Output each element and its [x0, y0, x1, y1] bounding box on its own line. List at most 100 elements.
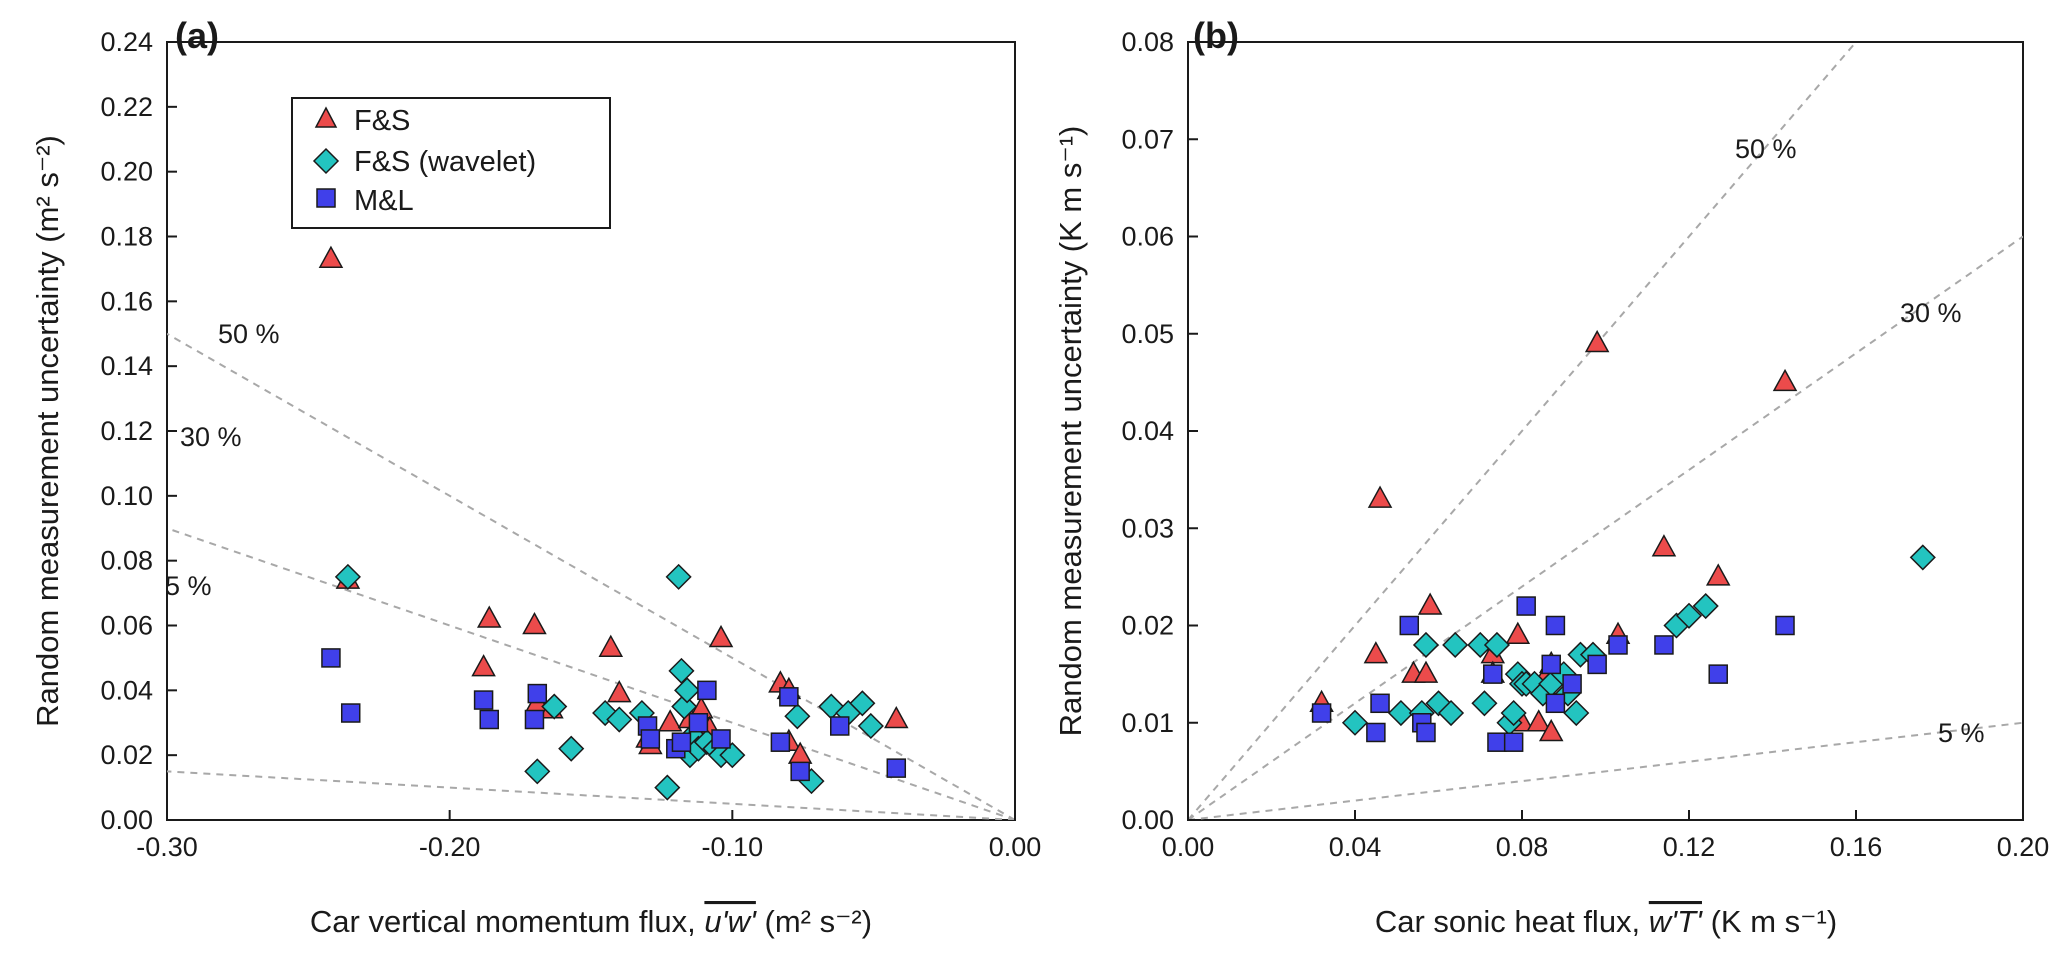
fs-wavelet-marker — [334, 563, 361, 590]
ml-marker — [524, 709, 545, 730]
y-tick-label: 0.02 — [100, 740, 153, 770]
y-tick-label: 0.24 — [100, 27, 153, 57]
ml-marker — [1545, 693, 1566, 714]
fs-marker — [476, 605, 502, 628]
y-tick-label: 0.02 — [1121, 611, 1174, 641]
ml-marker — [1311, 703, 1332, 723]
data-markers — [318, 245, 909, 801]
reference-line-label: 5 % — [1938, 718, 1985, 748]
reference-line-label: 30 % — [1900, 298, 1962, 328]
y-tick-label: 0.22 — [100, 92, 153, 122]
reference-line-5pct — [1188, 721, 2023, 820]
fs-wavelet-marker — [1442, 631, 1469, 659]
ml-marker — [1608, 635, 1628, 655]
fs-wavelet-marker — [784, 703, 811, 730]
x-tick-label: 0.00 — [989, 832, 1042, 862]
y-tick-label: 0.08 — [1121, 27, 1174, 57]
fs-wavelet-marker — [1692, 592, 1719, 620]
fs-marker — [1367, 485, 1393, 508]
x-axis-title: Car sonic heat flux, w'T' (K m s⁻¹) — [1375, 904, 1837, 939]
y-tick-label: 0.06 — [100, 611, 153, 641]
ml-marker — [671, 732, 692, 752]
fs-wavelet-marker — [1483, 631, 1511, 659]
reference-lines — [1188, 42, 2023, 820]
y-tick-label: 0.12 — [100, 416, 153, 446]
ml-marker — [1562, 674, 1582, 694]
panel-a: (a) -0.30 -0.20 -0.10 0.00 0.00 0.02 0.04 0.06… — [30, 15, 1041, 939]
reference-line-30pct — [1188, 235, 2023, 820]
reference-line-label: 30 % — [180, 422, 242, 452]
data-markers — [1309, 329, 1936, 752]
fs-wavelet-marker — [1675, 602, 1703, 629]
x-axis: 0.00 0.04 0.08 0.12 0.16 0.20 — [1162, 810, 2050, 862]
ml-marker — [790, 761, 810, 782]
fs-wavelet-marker — [1500, 699, 1527, 727]
fs-wavelet-marker — [1471, 690, 1498, 717]
ml-marker — [697, 680, 717, 701]
fs-marker — [1417, 592, 1443, 615]
legend-label-ml: M&L — [354, 185, 414, 217]
fs-wavelet-marker — [524, 758, 551, 785]
x-tick-label: 0.04 — [1329, 832, 1382, 862]
fs-wavelet-marker — [668, 657, 695, 684]
reference-line-50pct — [1188, 42, 1858, 820]
x-tick-label: 0.20 — [1997, 832, 2050, 862]
fs-marker — [318, 245, 344, 268]
y-axis-title: Random measurement uncertainty (K m s⁻¹) — [1053, 126, 1088, 737]
fs-marker — [606, 680, 632, 703]
fs-wavelet-marker — [1909, 544, 1936, 571]
x-tick-label: 0.08 — [1496, 832, 1549, 862]
y-tick-label: 0.10 — [100, 481, 153, 511]
ml-marker — [886, 758, 907, 778]
reference-line-label: 5 % — [165, 571, 212, 601]
fs-wavelet-marker — [1341, 709, 1369, 736]
ml-marker — [340, 703, 361, 723]
fs-marker — [884, 705, 909, 729]
fs-marker — [1526, 709, 1551, 732]
ml-marker — [527, 683, 548, 704]
fs-marker — [1651, 534, 1677, 557]
fs-wavelet-marker — [558, 735, 585, 762]
x-tick-label: 0.16 — [1830, 832, 1883, 862]
fs-marker — [1584, 329, 1610, 353]
y-tick-label: 0.16 — [100, 286, 153, 316]
ml-marker — [1587, 654, 1607, 675]
fs-marker — [1505, 621, 1531, 644]
legend-marker-ml — [316, 188, 336, 208]
fs-wavelet-marker — [674, 677, 701, 704]
x-tick-label: 0.12 — [1663, 832, 1716, 862]
reference-line-5pct — [167, 770, 1015, 820]
reference-line-label: 50 % — [218, 319, 280, 349]
reference-line-label: 50 % — [1735, 134, 1797, 164]
x-tick-label: -0.20 — [419, 832, 481, 862]
x-axis-title-prefix: Car sonic heat flux, — [1375, 904, 1649, 939]
fs-marker — [1538, 718, 1564, 742]
legend-label-fs-wavelet: F&S (wavelet) — [354, 146, 536, 178]
fs-marker — [1772, 368, 1798, 392]
x-axis-title: Car vertical momentum flux, u'w' (m² s⁻²… — [310, 904, 872, 939]
y-tick-label: 0.08 — [100, 546, 153, 576]
x-tick-label: 0.00 — [1162, 832, 1215, 862]
x-axis-title-close-paren: ) — [862, 904, 872, 939]
y-tick-label: 0.04 — [1121, 416, 1174, 446]
x-axis: -0.30 -0.20 -0.10 0.00 — [136, 810, 1041, 862]
x-tick-label: -0.10 — [702, 832, 764, 862]
y-axis: 0.00 0.01 0.02 0.03 0.04 0.05 0.06 0.07 0.08 — [1121, 27, 1198, 835]
y-axis: 0.00 0.02 0.04 0.06 0.08 0.10 0.12 0.14 0.16 0.18… — [100, 27, 177, 835]
y-axis-title: Random measurement uncertainty (m² s⁻²) — [30, 135, 65, 727]
ml-marker — [1503, 732, 1524, 752]
y-tick-label: 0.03 — [1121, 513, 1174, 543]
y-tick-label: 0.20 — [100, 157, 153, 187]
fs-marker — [657, 709, 683, 732]
fs-marker — [598, 634, 624, 657]
ml-marker — [1654, 635, 1674, 655]
fs-marker — [471, 654, 496, 677]
legend-label-fs: F&S — [354, 105, 410, 137]
fs-wavelet-marker — [719, 742, 746, 769]
y-tick-label: 0.01 — [1121, 708, 1174, 738]
ml-marker — [688, 713, 709, 733]
fs-marker — [1705, 563, 1731, 586]
ml-marker — [1516, 596, 1536, 616]
x-axis-title-symbol: u'w' — [704, 904, 757, 939]
